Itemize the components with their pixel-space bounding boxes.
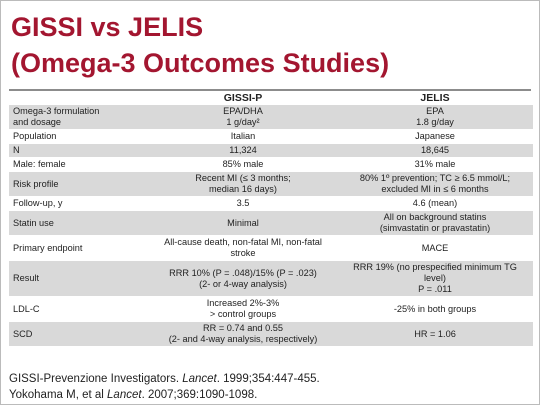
title-line: (Omega-3 Outcomes Studies) <box>11 48 390 78</box>
table-cell: RR = 0.74 and 0.55 (2- and 4-way analysi… <box>168 323 318 344</box>
row-label: SCD <box>13 328 33 339</box>
header-cell <box>9 91 149 105</box>
table-cell: Japanese <box>415 131 455 141</box>
row-label: Male: female <box>13 159 66 169</box>
citation-text: Yokohama M, et al <box>9 389 108 401</box>
table-row: Primary endpoint All-cause death, non-fat… <box>9 236 533 261</box>
table-cell: Italian <box>230 131 256 141</box>
table-cell: RRR 19% (no prespecified minimum TG leve… <box>353 262 517 294</box>
table-row: Male: female 85% male 31% male <box>9 158 533 172</box>
table-row: SCD RR = 0.74 and 0.55 (2- and 4-way anal… <box>9 321 533 347</box>
table-cell: 85% male <box>222 159 264 169</box>
row-label: Risk profile <box>13 178 59 189</box>
table-cell: 3.5 <box>236 198 250 208</box>
table-cell: Recent MI (≤ 3 months; median 16 days) <box>195 173 291 194</box>
divider <box>9 89 531 91</box>
table-row: LDL-C Increased 2%-3% > control groups -25… <box>9 297 533 322</box>
table-row: N 11,324 18,645 <box>9 143 533 158</box>
journal-name: Lancet <box>107 389 142 401</box>
citation: GISSI-Prevenzione Investigators. Lancet.… <box>9 371 320 387</box>
table-row: Follow-up, y 3.5 4.6 (mean) <box>9 197 533 211</box>
table-cell: Minimal <box>227 217 259 228</box>
table-cell: 11,324 <box>229 145 257 155</box>
table-row: Risk profile Recent MI (≤ 3 months; media… <box>9 171 533 197</box>
citations: GISSI-Prevenzione Investigators. Lancet.… <box>9 371 320 403</box>
table-cell: Increased 2%-3% > control groups <box>206 298 280 319</box>
table-cell: All-cause death, non-fatal MI, non-fatal… <box>164 237 322 258</box>
table-cell: 31% male <box>414 159 456 169</box>
table-cell: All on background statins (simvastatin o… <box>379 212 491 233</box>
header-row: GISSI-P JELIS <box>9 91 533 105</box>
comparison-table: GISSI-P JELIS Omega-3 formulation and do… <box>9 91 533 347</box>
slide-title: GISSI vs JELIS (Omega-3 Outcomes Studies… <box>11 9 389 81</box>
row-label: Statin use <box>13 217 54 228</box>
table-cell: 4.6 (mean) <box>412 198 458 208</box>
table-cell: 18,645 <box>420 145 450 155</box>
header-cell: GISSI-P <box>223 92 263 104</box>
table-cell: -25% in both groups <box>393 303 477 314</box>
row-label: Follow-up, y <box>13 198 63 208</box>
citation-text: . 1999;354:447-455. <box>216 373 320 385</box>
title-line: GISSI vs JELIS <box>11 12 204 42</box>
table-cell: MACE <box>421 242 449 253</box>
table-row: Statin use Minimal All on background stati… <box>9 210 533 236</box>
row-label: Omega-3 formulation and dosage <box>13 106 100 127</box>
row-label: Primary endpoint <box>13 242 83 253</box>
citation-text: . 2007;369:1090-1098. <box>141 389 258 401</box>
table-cell: 80% 1º prevention; TC ≥ 6.5 mmol/L; excl… <box>359 173 511 194</box>
citation-text: GISSI-Prevenzione Investigators. <box>9 373 183 385</box>
journal-name: Lancet <box>182 373 217 385</box>
table-cell: RRR 10% (P = .048)/15% (P = .023) (2- or… <box>169 267 317 289</box>
table-cell: EPA/DHA 1 g/day² <box>223 106 263 127</box>
table-cell: HR = 1.06 <box>414 328 456 339</box>
citation: Yokohama M, et al Lancet. 2007;369:1090-… <box>9 387 320 403</box>
row-label: Result <box>13 273 40 283</box>
table-row: Omega-3 formulation and dosage EPA/DHA 1 … <box>9 105 533 130</box>
table-body: Omega-3 formulation and dosage EPA/DHA 1 … <box>9 105 533 347</box>
table-row: Population Italian Japanese <box>9 130 533 144</box>
row-label: Population <box>13 131 57 141</box>
header-cell: JELIS <box>420 92 450 104</box>
table-cell: EPA 1.8 g/day <box>416 106 454 127</box>
row-label: N <box>13 145 20 155</box>
table-row: Result RRR 10% (P = .048)/15% (P = .023) … <box>9 260 533 297</box>
row-label: LDL-C <box>13 303 40 314</box>
